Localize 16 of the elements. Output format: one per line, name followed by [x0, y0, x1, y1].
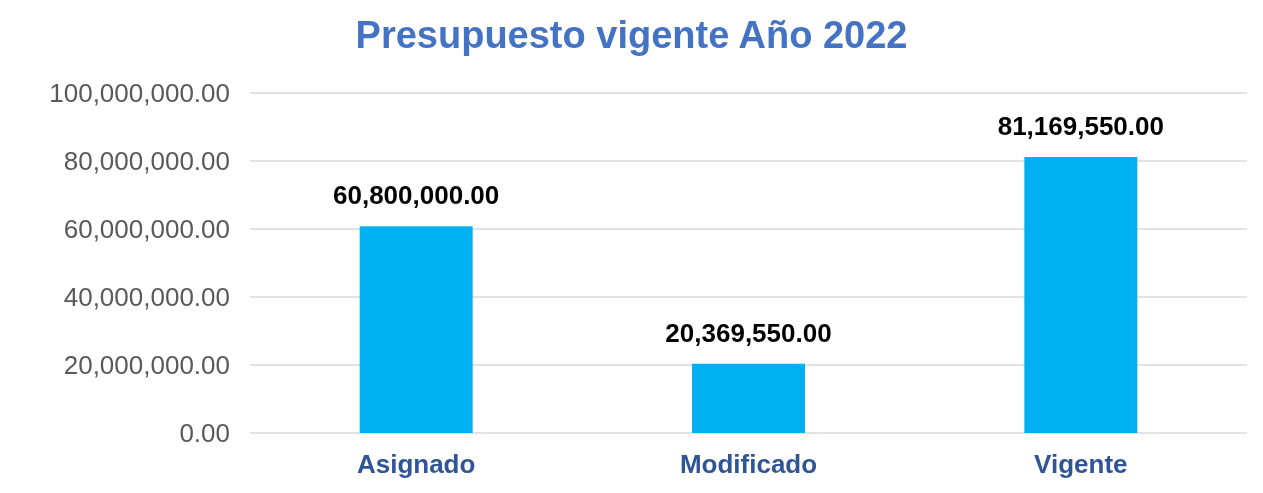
y-tick-label: 80,000,000.00: [63, 146, 230, 177]
y-tick-label: 0.00: [179, 418, 230, 449]
bar: [1024, 157, 1138, 433]
bar: [692, 363, 805, 433]
y-tick-label: 60,000,000.00: [63, 214, 230, 245]
data-label: 20,369,550.00: [665, 317, 832, 348]
y-tick-label: 20,000,000.00: [63, 350, 230, 381]
bar: [359, 226, 473, 433]
data-label: 60,800,000.00: [333, 180, 500, 211]
y-tick-label: 40,000,000.00: [63, 282, 230, 313]
x-tick-label: Modificado: [679, 449, 818, 479]
chart-title: Presupuesto vigente Año 2022: [355, 14, 908, 56]
data-label: 81,169,550.00: [997, 111, 1164, 142]
x-tick-label: Vigente: [1034, 449, 1128, 479]
y-tick-label: 100,000,000.00: [49, 78, 230, 109]
x-tick-label: Asignado: [356, 449, 476, 479]
